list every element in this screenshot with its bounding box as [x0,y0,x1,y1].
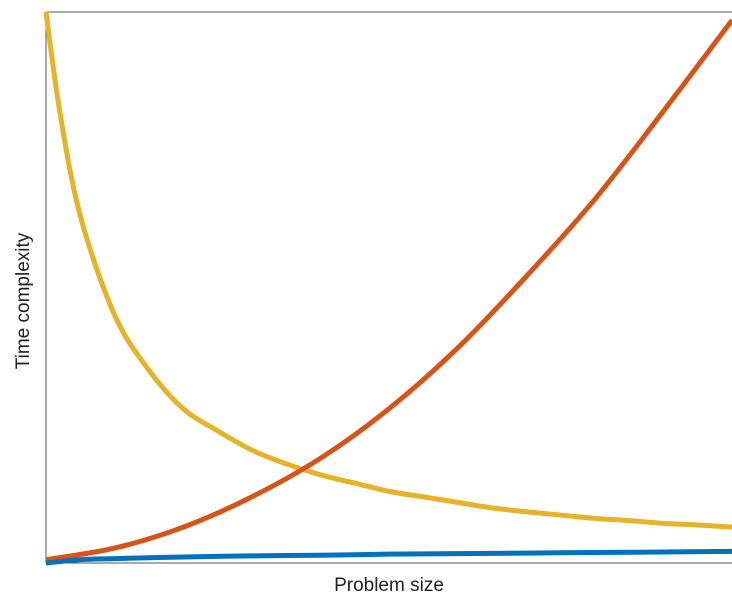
y-axis-label: Time complexity [13,232,34,369]
series-line-2 [45,18,732,563]
x-axis-label: Problem size [334,575,444,596]
series-line-1 [43,11,732,530]
series-line-3 [45,548,732,566]
series-layer [43,11,732,566]
